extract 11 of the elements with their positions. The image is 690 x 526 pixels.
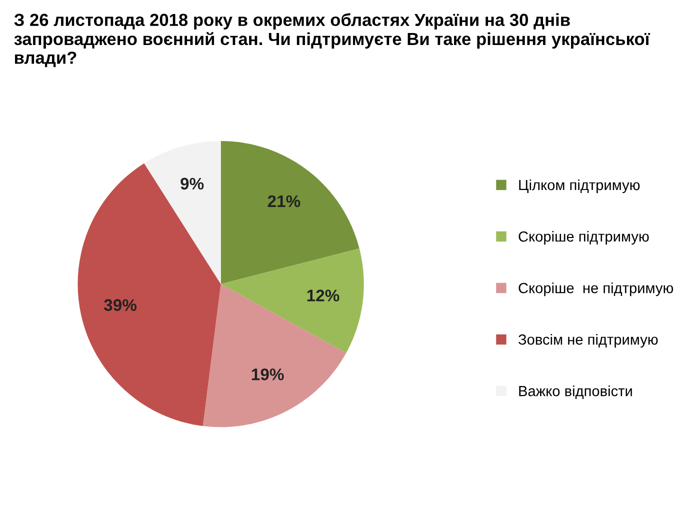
chart-title: З 26 листопада 2018 року в окремих областях України на 30 днів запроваджено воєнний стан. Чи підтримуєте Ви таке рішення української влади? <box>14 13 650 68</box>
data-label: 39% <box>104 299 137 312</box>
legend-label: Скоріше підтримую <box>518 230 649 245</box>
data-label: 19% <box>252 368 284 380</box>
legend-label: Важко відповісти <box>519 386 632 399</box>
data-label: 9% <box>180 178 204 190</box>
data-label: 12% <box>307 290 340 302</box>
legend-label: Цілком підтримую <box>519 179 640 194</box>
legend-label: Зовсім не підтримую <box>518 334 658 348</box>
legend-label: Скоріше не підтримую <box>518 282 674 296</box>
data-label: 21% <box>268 195 300 208</box>
